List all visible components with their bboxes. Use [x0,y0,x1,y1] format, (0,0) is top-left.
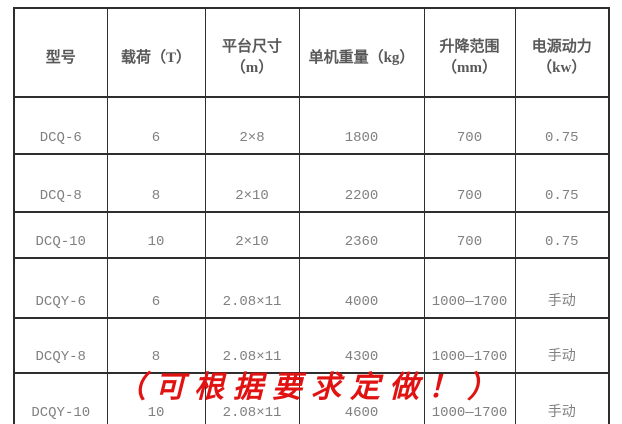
cell-lift-range: 700 [423,153,516,213]
cell-power: 手动 [514,317,610,374]
header-lift-range-unit: （mm） [442,60,497,76]
header-platform-size-label: 平台尺寸 [221,39,282,55]
spec-table: 型号 载荷（T） 平台尺寸 （m） 单机重量（kg） 升降范围 （mm） 电源动 [13,7,610,424]
table-row: DCQ-8 8 2×10 2200 700 0.75 [13,153,610,213]
customization-note: （可根据要求定做！） [116,371,506,404]
cell-load: 10 [106,372,206,424]
cell-platform-size: 2×10 [204,153,300,213]
cell-lift-range: 1000—1700 [423,317,516,374]
header-power-label: 电源动力 [531,39,592,55]
cell-model: DCQ-10 [13,211,108,259]
header-load: 载荷（T） [106,7,206,98]
cell-platform-size: 2.08×11 [204,317,300,374]
cell-load: 8 [106,317,206,374]
table-row: DCQY-8 8 2.08×11 4300 1000—1700 手动 [13,317,610,374]
cell-unit-weight: 2200 [298,153,425,213]
table-row: DCQ-6 6 2×8 1800 700 0.75 [13,96,610,155]
cell-platform-size: 2.08×11 [204,257,300,319]
cell-power: 手动 [514,257,610,319]
cell-load: 10 [106,211,206,259]
cell-model: DCQY-10 [13,372,108,424]
cell-model: DCQ-8 [13,153,108,213]
header-unit-weight: 单机重量（kg） [298,7,425,98]
cell-platform-size: 2×10 [204,211,300,259]
cell-unit-weight: 4000 [298,257,425,319]
cell-unit-weight: 2360 [298,211,425,259]
cell-load: 6 [106,96,206,155]
table-row: DCQY-6 6 2.08×11 4000 1000—1700 手动 [13,257,610,319]
cell-model: DCQY-6 [13,257,108,319]
cell-model: DCQ-6 [13,96,108,155]
cell-unit-weight: 1800 [298,96,425,155]
header-platform-size: 平台尺寸 （m） [204,7,300,98]
table-row: DCQY-10 10 2.08×11 4600 1000—1700 手动 [13,372,610,424]
cell-platform-size: 2.08×11 [204,372,300,424]
cell-load: 8 [106,153,206,213]
header-model: 型号 [13,7,108,98]
cell-unit-weight: 4300 [298,317,425,374]
cell-load: 6 [106,257,206,319]
table-header-row: 型号 载荷（T） 平台尺寸 （m） 单机重量（kg） 升降范围 （mm） 电源动 [13,7,610,98]
cell-power: 0.75 [514,96,610,155]
cell-platform-size: 2×8 [204,96,300,155]
cell-lift-range: 1000—1700 [423,372,516,424]
header-platform-size-unit: （m） [230,60,274,76]
cell-lift-range: 700 [423,211,516,259]
cell-lift-range: 700 [423,96,516,155]
cell-power: 手动 [514,372,610,424]
header-model-label: 型号 [45,49,76,66]
header-power-unit: （kw） [537,60,587,76]
cell-power: 0.75 [514,211,610,259]
header-lift-range-label: 升降范围 [439,39,500,55]
header-lift-range: 升降范围 （mm） [423,7,516,98]
header-load-label: 载荷（T） [120,49,191,66]
cell-power: 0.75 [514,153,610,213]
cell-model: DCQY-8 [13,317,108,374]
header-power: 电源动力 （kw） [514,7,610,98]
cell-lift-range: 1000—1700 [423,257,516,319]
header-unit-weight-label: 单机重量（kg） [308,49,415,66]
table-row: DCQ-10 10 2×10 2360 700 0.75 [13,211,610,259]
